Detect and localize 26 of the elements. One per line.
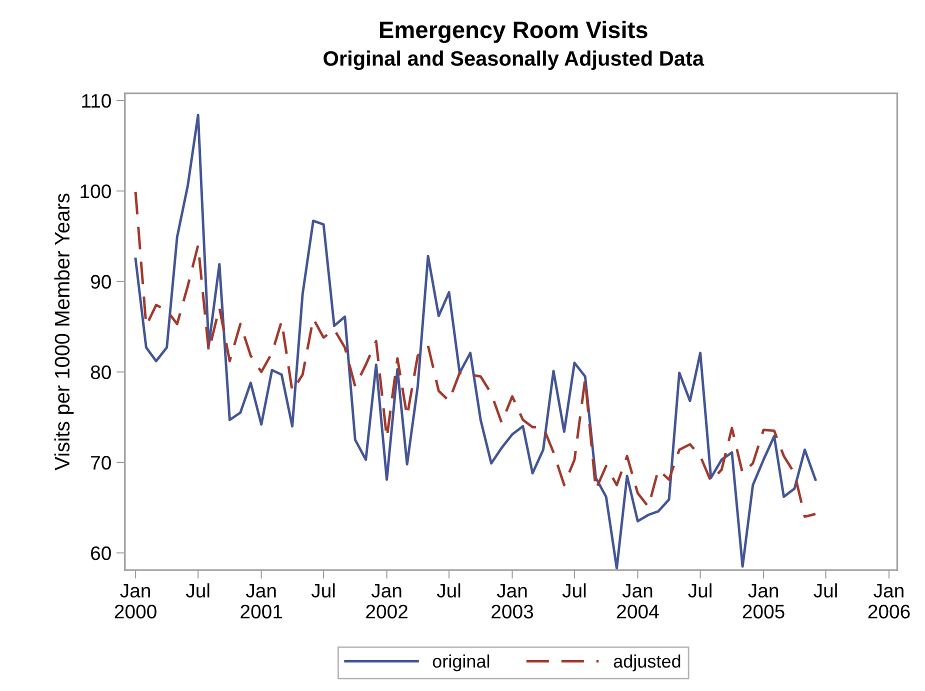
x-tick-label: Jan 2006: [868, 584, 910, 618]
line-series: [134, 190, 817, 518]
chart-subtitle: Original and Seasonally Adjusted Data: [324, 50, 704, 70]
y-tick-label: 80: [90, 365, 111, 380]
x-tick-label: Jul: [688, 583, 712, 598]
y-tick-label: 90: [90, 274, 111, 289]
y-tick-label: 100: [80, 184, 111, 198]
legend-label: adjusted: [614, 654, 680, 672]
x-tick-label: Jan 2002: [366, 584, 408, 618]
y-tick-label: 60: [91, 546, 111, 560]
x-tick-label: Jul: [814, 583, 837, 598]
x-tick-label: Jul: [436, 583, 460, 598]
y-axis-title: Visits per 1000 Member Years: [54, 194, 74, 470]
x-tick-label: Jul: [186, 583, 210, 598]
y-tick-label: 70: [91, 456, 111, 470]
x-tick-label: Jan 2003: [492, 584, 534, 618]
line-series: [134, 114, 817, 570]
legend-label: original: [432, 654, 490, 672]
x-tick-label: Jan 2005: [742, 584, 784, 618]
x-tick-label: Jan 2004: [617, 584, 659, 618]
x-tick-label: Jan 2001: [240, 584, 282, 618]
y-tick-label: 110: [82, 94, 111, 108]
x-tick-label: Jan 2000: [114, 584, 156, 618]
chart-title: Emergency Room Visits: [380, 20, 648, 44]
x-tick-label: Jul: [311, 583, 335, 598]
x-tick-label: Jul: [562, 583, 586, 598]
